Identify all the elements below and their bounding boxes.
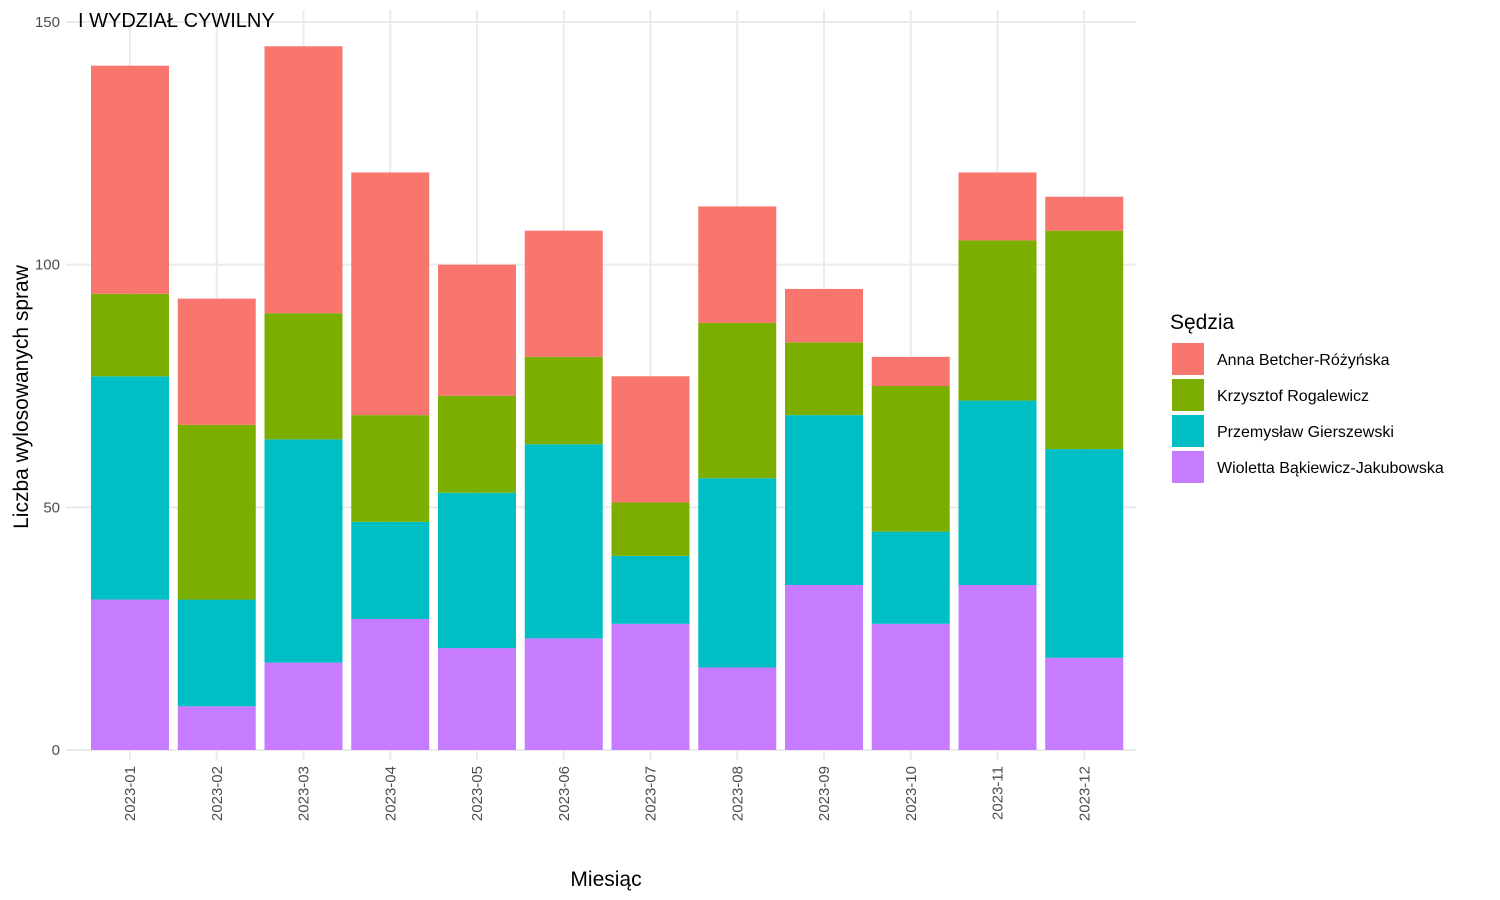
chart-title: I WYDZIAŁ CYWILNY <box>78 10 275 32</box>
bar-segment <box>871 531 950 624</box>
bar-segment <box>264 662 343 750</box>
x-tick-label: 2023-10 <box>903 766 920 821</box>
x-tick-label: 2023-08 <box>729 766 746 821</box>
bar-segment <box>438 492 516 649</box>
bar-segment <box>698 667 777 750</box>
y-axis-title: Liczba wylosowanych spraw <box>10 264 33 529</box>
bar-segment <box>351 618 430 750</box>
bar-segment <box>1045 449 1124 658</box>
bar-segment <box>958 240 1037 401</box>
legend-label: Krzysztof Rogalewicz <box>1217 388 1369 405</box>
bar-segment <box>1045 196 1124 231</box>
bar-segment <box>958 172 1037 241</box>
legend-swatch <box>1172 451 1204 483</box>
x-tick-label: 2023-11 <box>990 766 1007 820</box>
y-tick-label: 100 <box>35 257 60 274</box>
bar-segment <box>91 599 169 750</box>
bar-segment <box>958 584 1037 750</box>
bar-segment <box>1045 657 1124 750</box>
x-axis-ticks: 2023-01 2023-02 2023-03 2023-04 2023-05 2023-… <box>122 766 1093 821</box>
x-tick-label: 2023-09 <box>816 766 833 821</box>
bar-segment <box>871 386 950 532</box>
x-tick-label: 2023-02 <box>209 766 226 821</box>
bar-segment <box>958 400 1037 585</box>
bar-segment <box>871 356 950 386</box>
x-tick-label: 2023-03 <box>296 766 313 821</box>
bar-segment <box>1045 230 1124 450</box>
x-tick-label: 2023-05 <box>469 766 486 821</box>
bar-segment <box>177 424 256 600</box>
bar-segment <box>524 356 603 445</box>
bar-segment <box>785 288 863 343</box>
bar-segment <box>264 313 343 440</box>
legend-swatch <box>1172 379 1204 411</box>
bar-segment <box>524 444 603 639</box>
legend-label: Anna Betcher-Różyńska <box>1217 352 1390 369</box>
bar-segment <box>524 230 603 357</box>
bar-segment <box>785 584 863 750</box>
bar-segment <box>91 293 169 377</box>
y-tick-label: 150 <box>35 14 60 31</box>
legend-swatch <box>1172 415 1204 447</box>
x-tick-label: 2023-07 <box>643 766 660 821</box>
x-axis-title: Miesiąc <box>570 868 641 891</box>
bar-segment <box>611 376 690 503</box>
bar-segment <box>264 439 343 663</box>
x-tick-label: 2023-12 <box>1076 766 1093 821</box>
y-tick-label: 50 <box>43 499 60 516</box>
bar-segment <box>438 648 516 750</box>
x-tick-label: 2023-01 <box>122 766 139 821</box>
x-tick-label: 2023-04 <box>382 766 399 821</box>
legend-label: Przemysław Gierszewski <box>1217 424 1394 441</box>
bar-segment <box>351 415 430 522</box>
bar-segment <box>177 706 256 750</box>
legend-label: Wioletta Bąkiewicz-Jakubowska <box>1217 460 1444 477</box>
bar-segment <box>177 599 256 707</box>
bar-segment <box>351 521 430 619</box>
bar-segment <box>698 478 777 668</box>
bar-segment <box>91 65 169 294</box>
bar-segment <box>611 555 690 624</box>
bar-segment <box>264 46 343 314</box>
bar-segment <box>611 502 690 556</box>
legend: Sędzia Anna Betcher-Różyńska Krzysztof Ro… <box>1170 311 1444 483</box>
legend-swatch <box>1172 343 1204 375</box>
bar-segment <box>438 395 516 493</box>
x-tick-label: 2023-06 <box>556 766 573 821</box>
bars <box>91 46 1124 750</box>
bar-segment <box>524 638 603 750</box>
legend-title: Sędzia <box>1170 311 1235 334</box>
bar-segment <box>91 376 169 600</box>
bar-segment <box>698 322 777 479</box>
bar-segment <box>611 623 690 750</box>
bar-segment <box>351 172 430 416</box>
bar-segment <box>785 415 863 585</box>
bar-segment <box>438 264 516 396</box>
bar-segment <box>785 342 863 416</box>
bar-segment <box>177 298 256 425</box>
bar-segment <box>698 206 777 323</box>
bar-segment <box>871 623 950 750</box>
y-tick-label: 0 <box>52 742 60 759</box>
y-axis-ticks: 0 50 100 150 <box>35 14 60 759</box>
